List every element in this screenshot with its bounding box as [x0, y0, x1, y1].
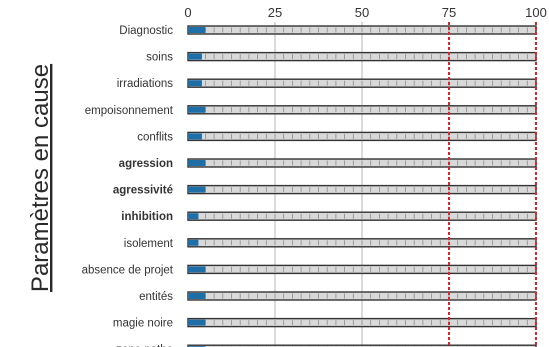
bar	[188, 106, 206, 113]
bar-row: inhibition	[121, 211, 537, 223]
category-label: irradiations	[117, 78, 173, 90]
bar	[188, 319, 206, 326]
category-label: absence de projet	[82, 264, 174, 276]
category-label: soins	[146, 52, 173, 64]
bar-row: soins	[146, 52, 537, 64]
bar	[188, 239, 199, 246]
category-label: entités	[139, 291, 173, 303]
bar-row: isolement	[124, 238, 537, 250]
bar	[188, 53, 202, 60]
x-tick-label-100: 100	[525, 5, 547, 20]
bar	[188, 80, 202, 87]
bar	[188, 293, 206, 299]
category-label: zone patho	[116, 344, 173, 347]
bar-row: irradiations	[117, 78, 537, 90]
bar	[188, 27, 206, 33]
bar	[188, 133, 202, 140]
category-label: isolement	[124, 238, 174, 250]
bar	[188, 186, 206, 193]
category-label: inhibition	[121, 211, 173, 223]
x-tick-label-25: 25	[268, 5, 282, 20]
bar-row: entités	[139, 291, 537, 303]
x-axis-ticks: 0 25 50 75 100	[184, 5, 546, 20]
bar-row: Diagnostic	[119, 25, 537, 37]
category-label: empoisonnement	[85, 105, 174, 117]
bar-rows: Diagnostic soins irradiations empoisonnemen…	[82, 25, 537, 347]
category-label: magie noire	[113, 318, 173, 330]
category-label: conflits	[137, 131, 173, 143]
bar-row: magie noire	[113, 318, 537, 330]
bar-track	[187, 344, 537, 347]
bar-row: absence de projet	[82, 264, 537, 276]
bar	[188, 213, 199, 220]
bar-row: conflits	[137, 131, 537, 143]
x-tick-label-0: 0	[184, 5, 191, 20]
x-tick-label-50: 50	[355, 5, 369, 20]
bar-row: empoisonnement	[85, 105, 537, 117]
threshold-line-group	[448, 22, 537, 347]
bar-row: agressivité	[113, 185, 537, 197]
bar-row: agression	[119, 158, 537, 170]
category-label: agression	[119, 158, 173, 170]
category-label: agressivité	[113, 185, 173, 197]
x-tick-label-75: 75	[442, 5, 456, 20]
y-axis-label: Paramètres en cause	[27, 64, 54, 292]
category-label: Diagnostic	[119, 25, 173, 37]
bar	[188, 266, 206, 273]
bar	[188, 160, 206, 166]
